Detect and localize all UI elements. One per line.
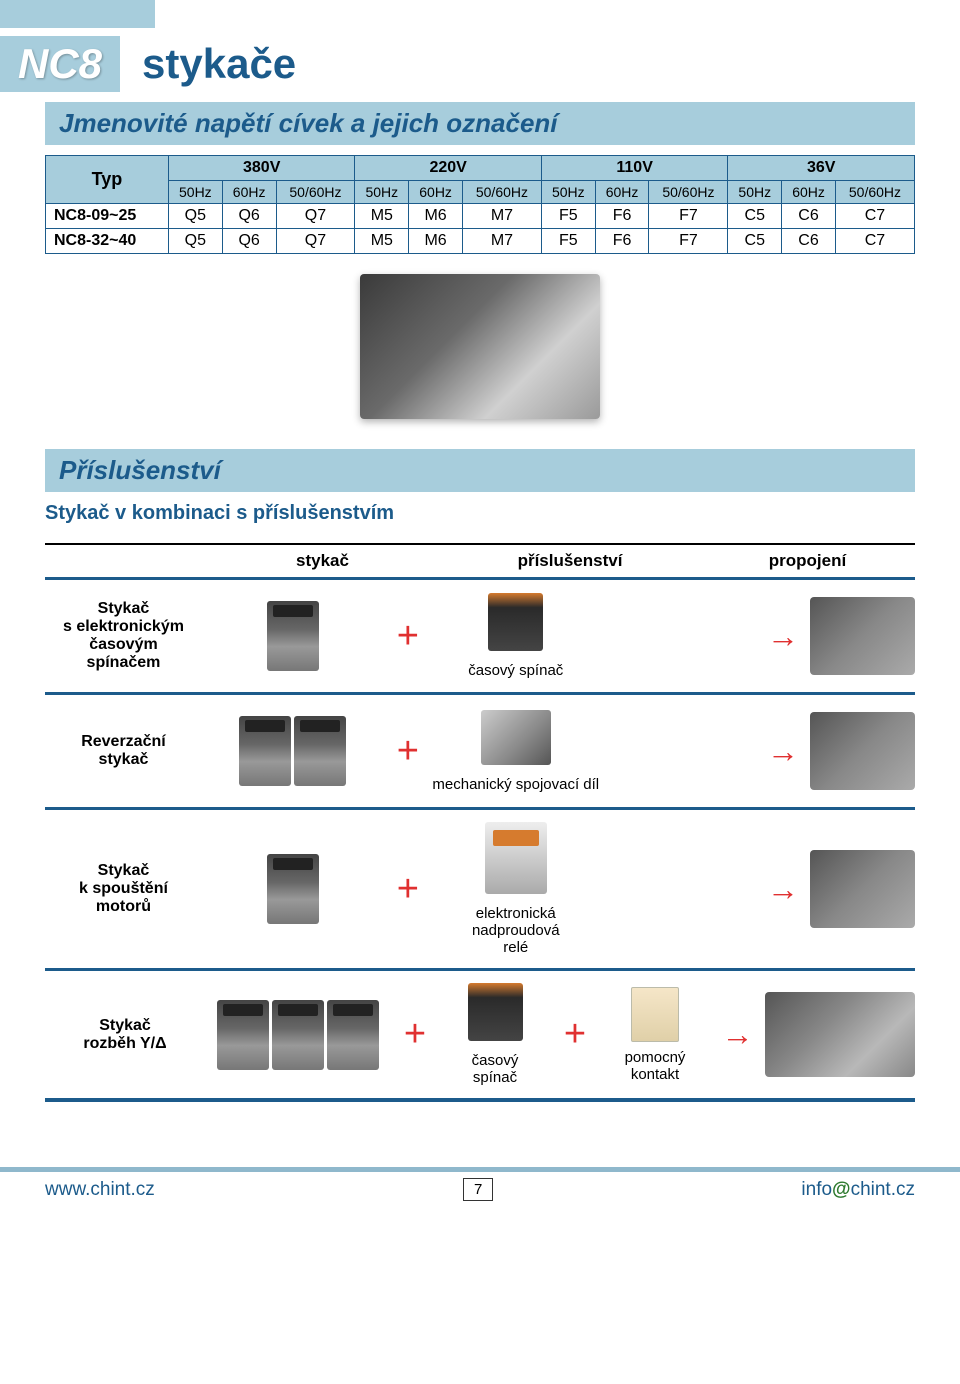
contactor-icon (217, 1000, 269, 1070)
combo-accessory: elektronická nadproudová relé (432, 822, 599, 956)
page-content: NC8 stykače Jmenovité napětí cívek a jej… (0, 0, 960, 1132)
col-prislusenstvi: příslušenství (440, 551, 700, 571)
arrow-icon: → (756, 871, 810, 908)
contactor-icon (327, 1000, 379, 1070)
at-icon: @ (832, 1179, 851, 1200)
table-row: NC8-09~25 Q5 Q6 Q7 M5 M6 M7 F5 F6 F7 C5 … (46, 204, 915, 229)
combo-label: Reverzační stykač (45, 733, 202, 769)
coil-photo (360, 274, 600, 419)
assembly-icon (765, 992, 915, 1077)
product-badge: NC8 (0, 36, 120, 92)
title-row: NC8 stykače (45, 36, 915, 92)
combo-accessory-1: časový spínač (440, 983, 550, 1086)
plus-icon: + (383, 615, 432, 658)
combo-header-row: stykač příslušenství propojení (45, 543, 915, 580)
contactor-icon (239, 716, 291, 786)
combo-base-image (205, 1000, 390, 1070)
combo-result (765, 992, 915, 1077)
timer-icon (488, 593, 543, 651)
timer-icon (468, 983, 523, 1041)
combo-label: Stykač k spouštění motorů (45, 862, 202, 916)
col-propojeni: propojení (700, 551, 915, 571)
accessory-caption: elektronická nadproudová relé (432, 905, 599, 956)
accessory-caption: pomocný kontakt (600, 1049, 710, 1083)
combo-row-star-delta: Stykač rozběh Y/Δ + časový spínač + pomo… (45, 971, 915, 1102)
section-coil-heading: Jmenovité napětí cívek a jejich označení (45, 102, 915, 145)
combo-base-image (202, 854, 383, 924)
page-number: 7 (463, 1178, 493, 1201)
contactor-icon (272, 1000, 324, 1070)
accessory-caption: mechanický spojovací díl (432, 776, 599, 793)
combo-label: Stykač s elektronickým časovým spínačem (45, 600, 202, 672)
combo-row-timer: Stykač s elektronickým časovým spínačem … (45, 580, 915, 695)
top-stripe (0, 0, 155, 28)
arrow-icon: → (710, 1016, 765, 1053)
arrow-icon: → (756, 733, 810, 770)
row-type: NC8-32~40 (46, 229, 169, 254)
contactor-icon (267, 601, 319, 671)
page-footer: www.chint.cz 7 info@chint.cz (0, 1167, 960, 1211)
footer-email-domain: chint.cz (851, 1179, 915, 1200)
combo-base-image (202, 716, 383, 786)
col-36v: 36V (728, 156, 915, 181)
combo-row-reversing: Reverzační stykač + mechanický spojovací… (45, 695, 915, 810)
footer-email-local: info (801, 1179, 832, 1200)
footer-url: www.chint.cz (45, 1179, 155, 1201)
interlock-icon (481, 710, 551, 765)
plus-icon: + (390, 1013, 440, 1056)
assembly-icon (810, 712, 915, 790)
col-stykac: stykač (205, 551, 440, 571)
col-type: Typ (46, 156, 169, 204)
col-220v: 220V (355, 156, 541, 181)
plus-icon: + (383, 868, 432, 911)
coil-voltage-table: Typ 380V 220V 110V 36V 50Hz 60Hz 50/60Hz… (45, 155, 915, 254)
contactor-icon (294, 716, 346, 786)
plus-icon: + (550, 1013, 600, 1056)
row-type: NC8-09~25 (46, 204, 169, 229)
combo-row-motor-start: Stykač k spouštění motorů + elektronická… (45, 810, 915, 971)
aux-contact-icon (631, 987, 679, 1042)
overload-relay-icon (485, 822, 547, 894)
section-accessories-heading: Příslušenství (45, 449, 915, 492)
plus-icon: + (383, 730, 432, 773)
combo-result (810, 712, 915, 790)
freq-header-row: 50Hz 60Hz 50/60Hz 50Hz 60Hz 50/60Hz 50Hz… (46, 181, 915, 204)
page-title: stykače (142, 40, 296, 88)
combo-accessory: mechanický spojovací díl (432, 710, 599, 793)
col-110v: 110V (541, 156, 727, 181)
assembly-icon (810, 597, 915, 675)
contactor-icon (267, 854, 319, 924)
table-row: NC8-32~40 Q5 Q6 Q7 M5 M6 M7 F5 F6 F7 C5 … (46, 229, 915, 254)
combo-accessory: časový spínač (432, 593, 599, 679)
combo-label: Stykač rozběh Y/Δ (45, 1017, 205, 1053)
combo-accessory-2: pomocný kontakt (600, 987, 710, 1083)
accessories-subtitle: Stykač v kombinaci s příslušenstvím (45, 502, 915, 525)
col-380v: 380V (168, 156, 354, 181)
accessory-caption: časový spínač (432, 662, 599, 679)
assembly-icon (810, 850, 915, 928)
combo-base-image (202, 601, 383, 671)
combo-result (810, 597, 915, 675)
accessory-caption: časový spínač (440, 1052, 550, 1086)
combo-result (810, 850, 915, 928)
arrow-icon: → (756, 618, 810, 655)
: info@chint.cz (801, 1179, 915, 1201)
